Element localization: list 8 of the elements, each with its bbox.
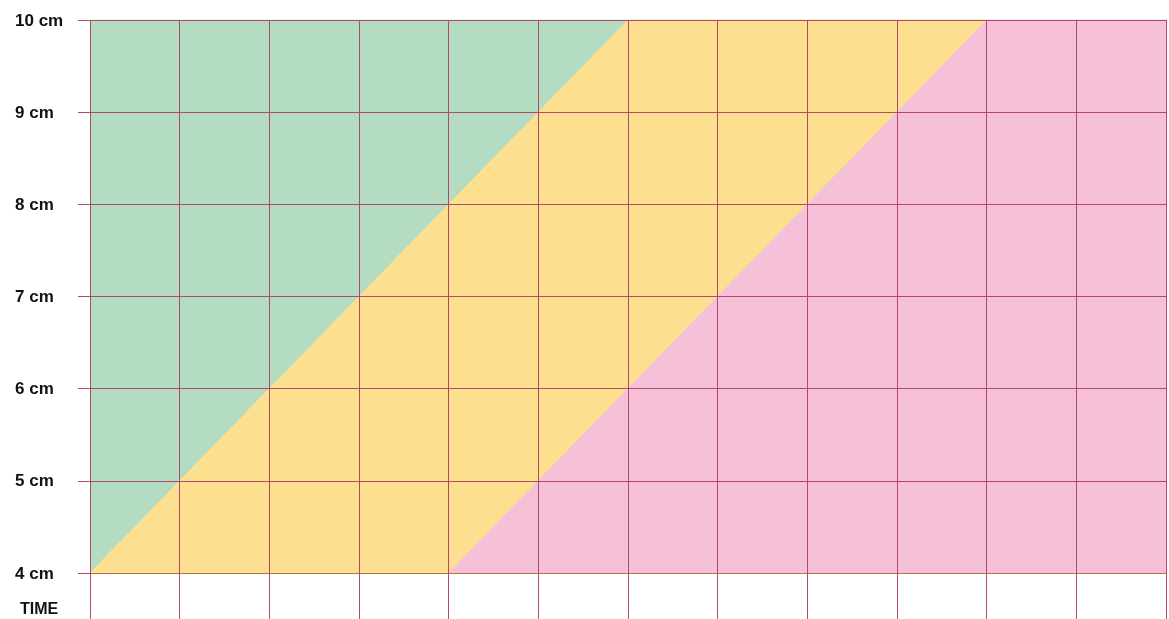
y-tick-label: 9 cm [15, 102, 54, 122]
y-tick-label: 6 cm [15, 379, 54, 399]
y-tick-label: 4 cm [15, 563, 54, 583]
y-tick-label: 8 cm [15, 194, 54, 214]
y-tick-label: 7 cm [15, 287, 54, 306]
x-axis-title: TIME [20, 599, 59, 617]
y-tick-label: 5 cm [15, 471, 54, 491]
y-tick-label: 10 cm [15, 10, 64, 30]
